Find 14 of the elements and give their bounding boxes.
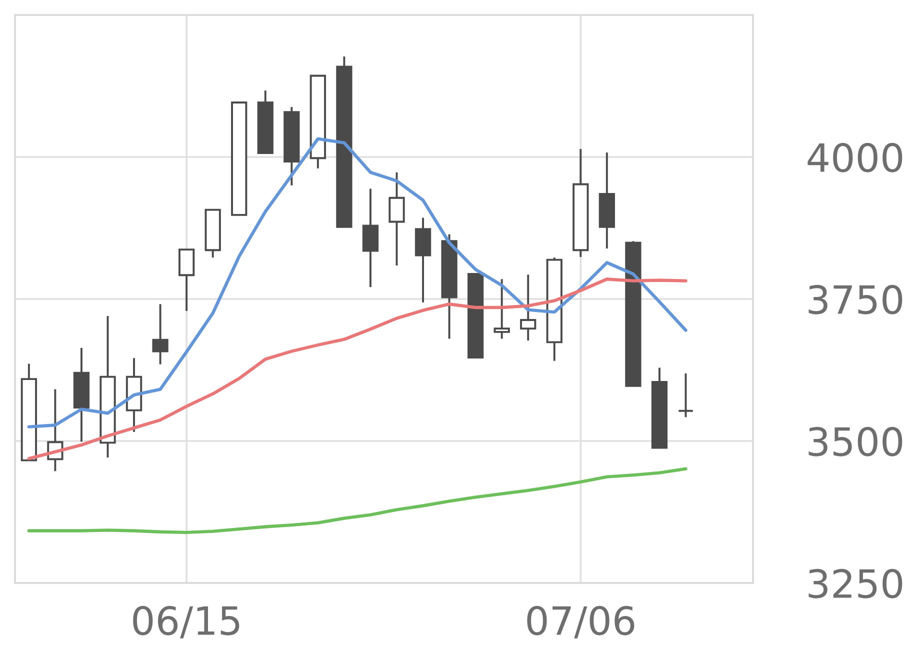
line-series (27, 278, 688, 460)
candlestick (494, 278, 510, 340)
y-tick-label: 4000 (808, 142, 902, 172)
x-tick-label: 06/15 (133, 606, 240, 638)
y-tick-label: 3500 (808, 426, 902, 456)
candlestick (520, 274, 536, 342)
candlestick (388, 171, 405, 266)
candlestick (678, 372, 694, 418)
y-tick-label: 3750 (808, 284, 902, 314)
y-tick-label: 3250 (808, 568, 902, 598)
line-series (27, 137, 688, 428)
line-series (27, 467, 688, 534)
x-tick-label: 07/06 (527, 606, 634, 638)
candlestick (152, 303, 168, 366)
